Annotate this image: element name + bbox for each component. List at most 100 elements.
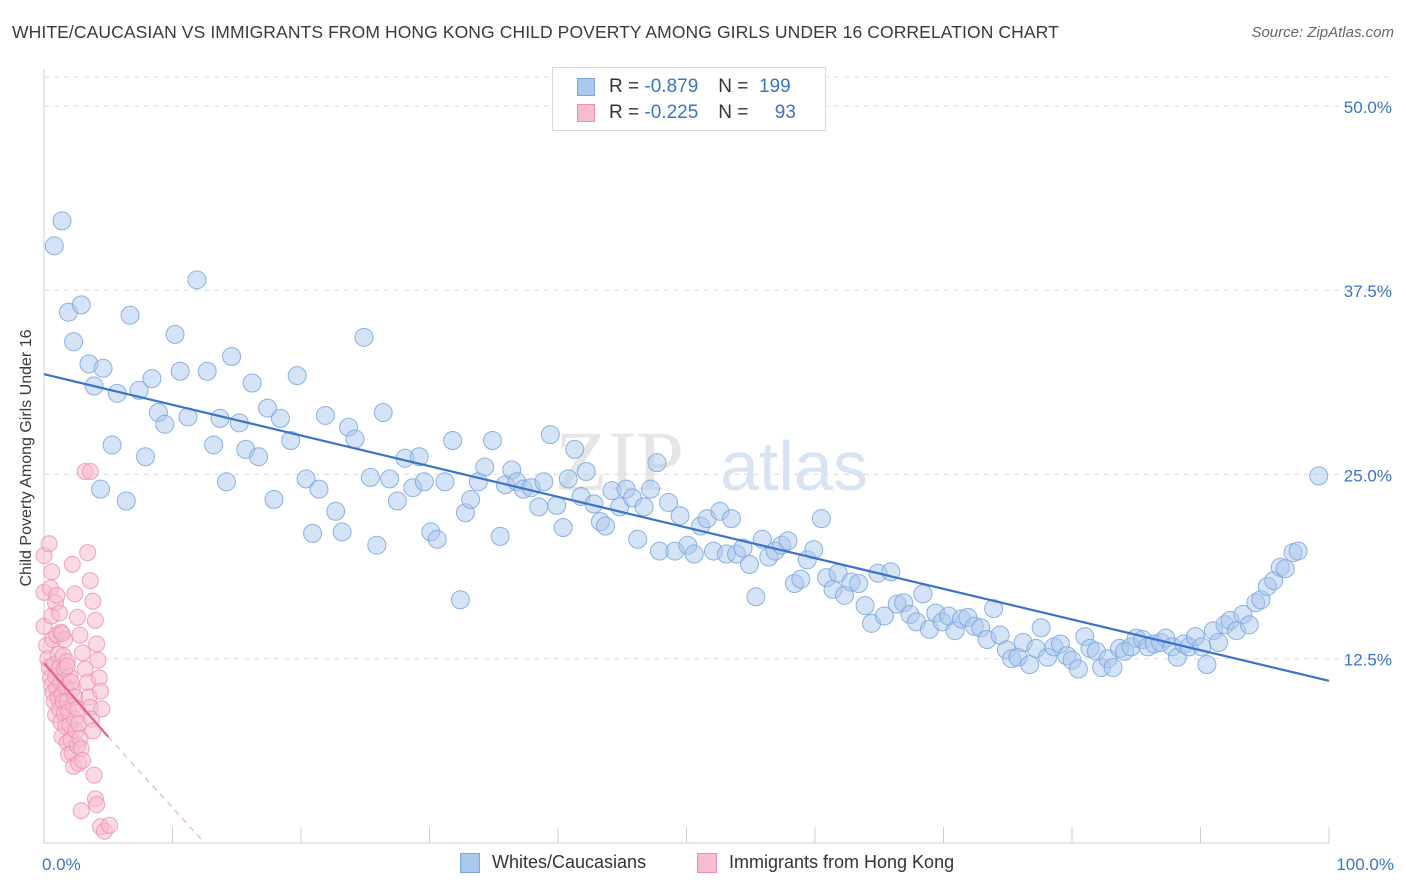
data-point-whites	[475, 457, 495, 477]
data-point-hong-kong	[101, 816, 119, 834]
data-point-whites	[197, 361, 217, 381]
series-legend: Whites/Caucasians Immigrants from Hong K…	[0, 852, 1406, 876]
data-point-whites	[136, 447, 156, 467]
data-point-whites	[270, 408, 290, 428]
data-point-hong-kong	[58, 657, 76, 675]
legend-item-whites[interactable]: Whites/Caucasians	[460, 852, 646, 873]
data-point-whites	[52, 211, 72, 231]
data-point-whites	[1208, 632, 1228, 652]
data-point-hong-kong	[68, 608, 86, 626]
data-point-whites	[373, 403, 393, 423]
data-point-whites	[281, 431, 301, 451]
data-point-whites	[482, 431, 502, 451]
data-point-hong-kong	[92, 682, 110, 700]
data-point-whites	[187, 270, 207, 290]
legend-label: Immigrants from Hong Kong	[729, 852, 955, 872]
r-value: -0.879	[644, 76, 699, 97]
data-point-hong-kong	[86, 611, 104, 629]
n-value: 93	[774, 102, 796, 123]
data-point-whites	[296, 469, 316, 489]
data-point-whites	[287, 366, 307, 386]
data-point-whites	[102, 435, 122, 455]
data-point-whites	[303, 523, 323, 543]
data-point-whites	[427, 529, 447, 549]
series-immigrants-hong-kong	[35, 462, 119, 840]
data-point-whites	[596, 516, 616, 536]
data-point-whites	[558, 469, 578, 489]
legend-label: Whites/Caucasians	[492, 852, 647, 872]
data-point-whites	[165, 324, 185, 344]
r-label: R =	[609, 102, 640, 123]
data-point-hong-kong	[79, 544, 97, 562]
data-point-whites	[367, 535, 387, 555]
data-point-whites	[811, 509, 831, 529]
data-point-whites	[576, 461, 596, 481]
r-label: R =	[609, 76, 640, 97]
data-point-whites	[93, 358, 113, 378]
data-point-whites	[91, 479, 111, 499]
data-point-whites	[721, 509, 741, 529]
y-tick-label: 50.0%	[1344, 98, 1392, 117]
data-point-whites	[529, 497, 549, 517]
data-point-whites	[1275, 559, 1295, 579]
data-point-hong-kong	[53, 625, 71, 643]
legend-swatch-blue	[460, 852, 480, 873]
data-point-hong-kong	[84, 592, 102, 610]
data-point-whites	[315, 405, 335, 425]
data-point-whites	[345, 429, 365, 449]
trend-lines	[43, 373, 1330, 844]
stats-row-whites: R = -0.879 N = 199	[577, 75, 791, 99]
data-point-whites	[855, 596, 875, 616]
data-point-whites	[450, 590, 470, 610]
legend-swatch-pink	[577, 104, 595, 122]
data-point-whites	[71, 295, 91, 315]
data-point-hong-kong	[50, 604, 68, 622]
r-value: -0.225	[644, 102, 699, 123]
data-point-hong-kong	[74, 751, 92, 769]
data-point-whites	[264, 489, 284, 509]
trend-line-whites	[43, 373, 1330, 682]
data-point-hong-kong	[40, 535, 58, 553]
data-point-whites	[332, 522, 352, 542]
data-point-whites	[534, 472, 554, 492]
data-point-hong-kong	[48, 586, 66, 604]
axes	[43, 69, 1330, 844]
data-point-whites	[409, 447, 429, 467]
data-point-whites	[360, 467, 380, 487]
trend-line-hong-kong-extension	[107, 736, 206, 844]
data-point-whites	[204, 435, 224, 455]
watermark: ZIP atlas	[555, 413, 868, 509]
data-point-whites	[380, 469, 400, 489]
x-tick-label: 100.0%	[1336, 855, 1394, 874]
data-point-hong-kong	[63, 555, 81, 573]
data-point-whites	[216, 472, 236, 492]
data-point-hong-kong	[88, 796, 106, 814]
data-point-hong-kong	[85, 766, 103, 784]
stats-row-hong-kong: R = -0.225 N = 93	[577, 101, 796, 125]
legend-item-hong-kong[interactable]: Immigrants from Hong Kong	[697, 852, 954, 873]
y-tick-label: 25.0%	[1344, 466, 1392, 485]
data-point-whites	[222, 346, 242, 366]
data-point-whites	[540, 425, 560, 445]
data-point-whites	[354, 327, 374, 347]
data-point-whites	[490, 526, 510, 546]
data-point-whites	[309, 479, 329, 499]
data-point-hong-kong	[81, 462, 99, 480]
data-point-hong-kong	[81, 572, 99, 590]
data-point-whites	[461, 489, 481, 509]
data-point-whites	[791, 569, 811, 589]
data-point-whites	[414, 472, 434, 492]
data-point-whites	[120, 305, 140, 325]
data-point-whites	[170, 361, 190, 381]
watermark-atlas: atlas	[720, 427, 868, 505]
data-point-whites	[684, 544, 704, 564]
data-point-whites	[155, 414, 175, 434]
data-point-whites	[913, 584, 933, 604]
data-point-whites	[733, 538, 753, 558]
data-point-whites	[1197, 655, 1217, 675]
series-whites-caucasians	[44, 211, 1329, 679]
grid-lines	[44, 76, 1392, 660]
data-point-whites	[1309, 466, 1329, 486]
n-label: N =	[718, 102, 749, 123]
